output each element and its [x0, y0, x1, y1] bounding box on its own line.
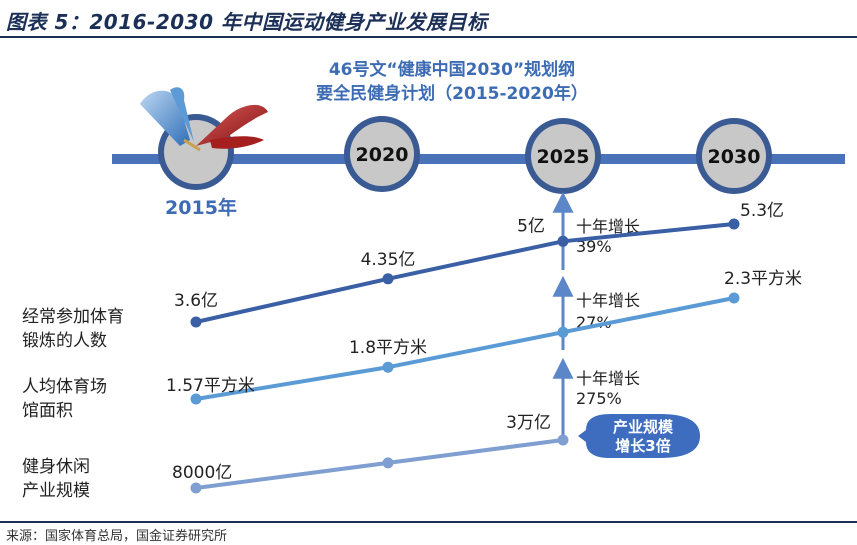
timeline-year-2020: 2020: [356, 144, 409, 166]
growth-label-3-value: 275%: [576, 389, 622, 408]
growth-label-1-value: 39%: [576, 237, 612, 256]
footer-divider: [0, 521, 857, 523]
series-3-name-line-2: 产业规模: [22, 481, 90, 501]
series-3-name-line-1: 健身休闲: [22, 457, 90, 477]
series-1-name-line-1: 经常参加体育: [22, 307, 124, 327]
series-1-value-label-3: 5亿: [517, 216, 545, 236]
series-2-value-label-1: 1.57平方米: [166, 376, 255, 396]
series-1-value-label-4: 5.3亿: [740, 201, 784, 221]
series-2-name-line-1: 人均体育场: [22, 377, 107, 397]
series-1-name-line-2: 锻炼的人数: [22, 331, 107, 351]
series-1-point-4: [728, 218, 740, 230]
series-3-point-3: [557, 434, 569, 446]
darts-logo-icon: [140, 87, 268, 152]
growth-label-3-title: 十年增长: [576, 369, 640, 388]
timeline-node-2015: [140, 87, 268, 190]
timeline-node-2020: 2020: [344, 116, 420, 192]
growth-label-2-title: 十年增长: [576, 291, 640, 310]
plan-note-line-1: 46号文“健康中国2030”规划纲: [329, 59, 575, 80]
series-1-point-3: [557, 235, 569, 247]
timeline-node-2030: 2030: [696, 118, 772, 194]
series-1-value-label-2: 4.35亿: [361, 250, 416, 270]
growth-label-1-title: 十年增长: [576, 217, 640, 236]
series-1-value-label-1: 3.6亿: [174, 291, 218, 311]
series-2-point-2: [382, 361, 394, 373]
timeline-year-2025: 2025: [537, 146, 590, 168]
title-divider: [0, 36, 857, 38]
growth-badge-line-1: 产业规模: [613, 418, 674, 436]
timeline-year-2015: 2015年: [165, 196, 237, 219]
figure-title: 图表 5：2016-2030 年中国运动健身产业发展目标: [6, 10, 488, 34]
series-1-line: [195, 222, 735, 324]
growth-badge-line-2: 增长3倍: [615, 437, 670, 455]
growth-badge: 产业规模 增长3倍: [578, 414, 700, 458]
series-1-point-2: [382, 273, 394, 285]
series-3-point-1: [190, 482, 202, 494]
series-2-point-4: [728, 292, 740, 304]
series-3-point-2: [382, 457, 394, 469]
timeline-year-2030: 2030: [708, 146, 761, 168]
series-2-point-3: [557, 326, 569, 338]
series-2-line: [195, 296, 735, 401]
series-2-value-label-2: 1.8平方米: [349, 338, 427, 358]
source-note: 来源：国家体育总局，国金证券研究所: [6, 529, 228, 544]
series-3-value-label-1: 8000亿: [172, 463, 232, 483]
series-3-line: [195, 438, 564, 490]
plan-note-line-2: 要全民健身计划（2015-2020年）: [316, 83, 588, 104]
series-3-value-label-3: 3万亿: [506, 413, 551, 433]
timeline-bar: [112, 154, 845, 164]
series-2-name-line-2: 馆面积: [22, 401, 73, 421]
series-layer: 3.6亿 4.35亿 5亿 5.3亿 1.57平方米 1.8平方米 2.3平方米 8000亿 3…: [166, 201, 802, 494]
series-1-point-1: [190, 316, 202, 328]
timeline-node-2025: 2025: [525, 118, 601, 194]
series-2-point-1: [190, 393, 202, 405]
series-2-value-label-4: 2.3平方米: [724, 269, 802, 289]
